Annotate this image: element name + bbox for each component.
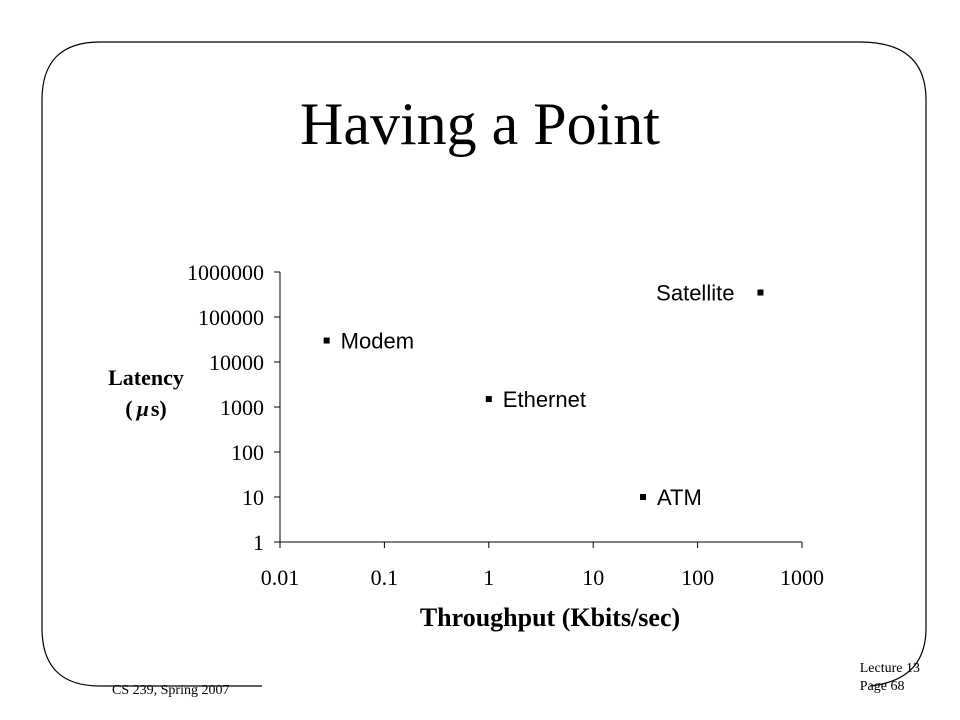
x-tick-label: 0.1 [371,565,399,590]
data-point-label: Satellite [656,281,734,306]
y-tick-label: 1000 [220,395,264,420]
y-tick-label: 100 [231,440,264,465]
data-point [323,337,330,344]
data-point [757,289,764,296]
footer-course: CS 239, Spring 2007 [112,683,230,698]
y-tick-label: 10 [242,485,264,510]
data-point-label: ATM [657,485,702,510]
data-point-label: Modem [341,329,414,354]
data-point [485,396,492,403]
data-point-label: Ethernet [503,387,586,412]
y-tick-label: 10000 [209,350,264,375]
y-axis-label-line1: Latency [108,365,184,390]
x-tick-label: 0.01 [261,565,300,590]
footer-lecture: Lecture 13 [859,661,920,676]
y-axis-label-open: ( [125,396,132,421]
y-ticks: 1 10 100 1000 10000 100000 1000000 [187,260,280,555]
y-tick-label: 100000 [198,305,264,330]
y-tick-label: 1 [253,530,264,555]
x-tick-label: 100 [681,565,714,590]
x-ticks: 0.01 0.1 1 10 100 1000 [261,542,824,590]
x-axis-label: Throughput (Kbits/sec) [420,603,680,632]
y-axis-label-line2: (μs) [125,396,166,421]
data-point [640,494,647,500]
y-axis-label-mu: μ [136,396,149,421]
footer-page: Page 68 [859,679,905,694]
footer-lecture-page: Lecture 13 Page 68 [860,660,920,696]
x-tick-label: 1 [483,565,494,590]
slide-title: Having a Point [300,91,660,157]
x-tick-label: 1000 [780,565,824,590]
x-tick-label: 10 [582,565,604,590]
data-points: Modem Ethernet ATM Satellite [323,281,764,510]
y-axis-label-close: s) [151,396,167,421]
y-tick-label: 1000000 [187,260,264,285]
